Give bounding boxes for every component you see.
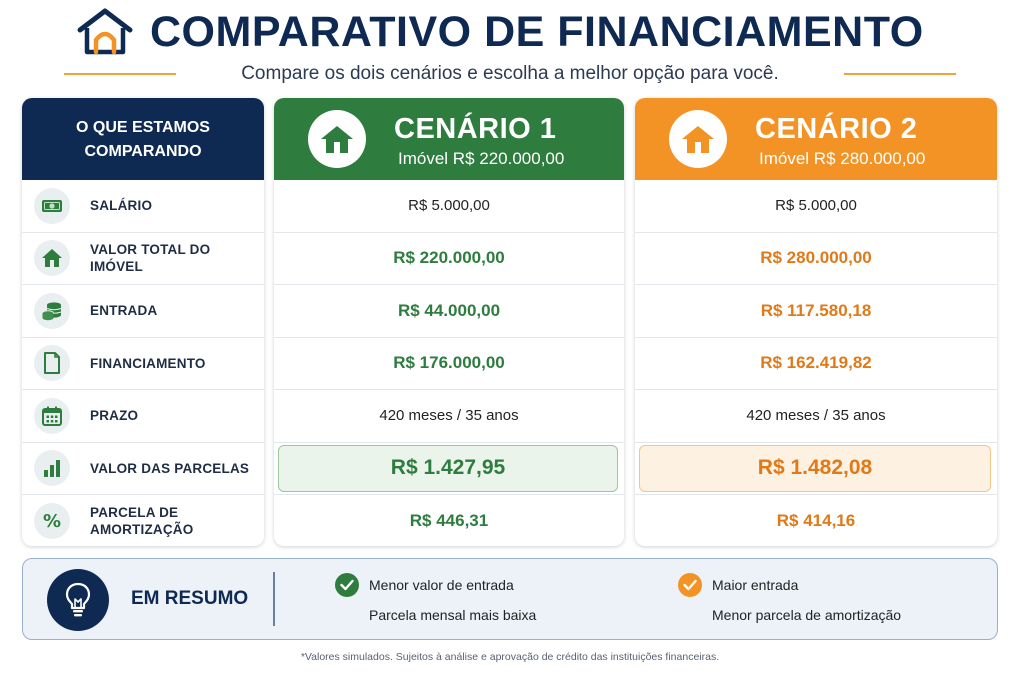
percent-icon: % [34, 503, 70, 540]
value-cell: R$ 446,31 [409, 511, 489, 531]
scenario2-row-financiamento: R$ 162.419,82 [635, 338, 997, 390]
highlighted-installment: R$ 1.427,95 [278, 444, 618, 492]
subtitle-row: Compare os dois cenários e escolha a mel… [64, 62, 956, 86]
label-row-amortizacao: % PARCELA DE AMORTIZAÇÃO [22, 495, 264, 546]
coins-stack-icon [34, 292, 70, 329]
label-row-valor-imovel: VALOR TOTAL DO IMÓVEL [22, 233, 264, 285]
house-arch-icon [76, 8, 134, 56]
summary-box: EM RESUMO Menor valor de entrada Parcela… [22, 558, 998, 640]
value-cell: 420 meses / 35 anos [746, 407, 886, 425]
scenario2-row-entrada: R$ 117.580,18 [635, 285, 997, 338]
comparison-heading-line2: COMPARANDO [84, 143, 202, 160]
comparison-labels-panel: O QUE ESTAMOS COMPARANDO SALÁRIO VALOR T… [22, 98, 264, 546]
scenario2-subtitle: Imóvel R$ 280.000,00 [759, 149, 926, 168]
value-cell: R$ 44.000,00 [397, 300, 501, 320]
page-title: COMPARATIVO DE FINANCIAMENTO [150, 8, 924, 56]
scenario1-row-prazo: 420 meses / 35 anos [274, 390, 624, 443]
document-icon [34, 345, 70, 382]
scenario2-row-prazo: 420 meses / 35 anos [635, 390, 997, 443]
scenario1-row-valor-imovel: R$ 220.000,00 [274, 233, 624, 285]
scenario1-subtitle: Imóvel R$ 220.000,00 [398, 149, 565, 168]
row-label: ENTRADA [90, 303, 158, 319]
summary-point: Parcela mensal mais baixa [369, 607, 537, 623]
value-cell: R$ 162.419,82 [760, 353, 872, 373]
row-label-line2: AMORTIZAÇÃO [90, 522, 194, 538]
footnote: *Valores simulados. Sujeitos à análise e… [300, 651, 720, 663]
label-row-salario: SALÁRIO [22, 180, 264, 233]
row-label-line1: PARCELA DE [90, 505, 179, 521]
scenario1-row-entrada: R$ 44.000,00 [274, 285, 624, 338]
value-cell: R$ 414,16 [776, 511, 856, 531]
value-cell: R$ 5.000,00 [775, 197, 857, 215]
scenario2-row-salario: R$ 5.000,00 [635, 180, 997, 233]
money-bill-icon [34, 187, 70, 224]
row-label: SALÁRIO [90, 198, 153, 214]
summary-divider [273, 572, 275, 626]
check-icon [335, 573, 359, 597]
scenario1-row-financiamento: R$ 176.000,00 [274, 338, 624, 390]
scenario1-row-parcelas: R$ 1.427,95 [274, 443, 624, 495]
scenario2-title: CENÁRIO 2 [755, 113, 918, 145]
scenario1-header: CENÁRIO 1 Imóvel R$ 220.000,00 [274, 98, 624, 180]
value-cell: R$ 176.000,00 [393, 353, 505, 373]
bar-chart-icon [34, 450, 70, 487]
value-cell: R$ 220.000,00 [393, 248, 505, 268]
row-label: PRAZO [90, 408, 139, 424]
scenario2-row-amortizacao: R$ 414,16 [635, 495, 997, 546]
check-icon [678, 573, 702, 597]
scenario1-row-amortizacao: R$ 446,31 [274, 495, 624, 546]
house-icon [308, 110, 366, 168]
highlighted-installment: R$ 1.482,08 [639, 444, 991, 492]
scenario1-title: CENÁRIO 1 [394, 113, 557, 145]
label-row-parcelas: VALOR DAS PARCELAS [22, 443, 264, 495]
calendar-icon [34, 397, 70, 434]
scenario1-row-salario: R$ 5.000,00 [274, 180, 624, 233]
label-row-prazo: PRAZO [22, 390, 264, 443]
row-label: VALOR DAS PARCELAS [90, 460, 250, 476]
comparison-heading-line1: O QUE ESTAMOS [76, 119, 210, 136]
subtitle-divider-right [844, 73, 956, 75]
lightbulb-icon [47, 569, 109, 631]
value-cell: R$ 280.000,00 [760, 248, 872, 268]
house-icon [34, 240, 70, 277]
label-row-financiamento: FINANCIAMENTO [22, 338, 264, 390]
scenario2-header: CENÁRIO 2 Imóvel R$ 280.000,00 [635, 98, 997, 180]
label-row-entrada: ENTRADA [22, 285, 264, 338]
row-label: VALOR TOTAL DO IMÓVEL [90, 242, 211, 275]
row-label: FINANCIAMENTO [90, 355, 206, 371]
comparison-header: O QUE ESTAMOS COMPARANDO [22, 98, 264, 180]
summary-point: Menor parcela de amortização [712, 607, 902, 623]
summary-point: Menor valor de entrada [369, 577, 514, 593]
scenario2-row-valor-imovel: R$ 280.000,00 [635, 233, 997, 285]
summary-point: Maior entrada [712, 577, 799, 593]
row-label: PARCELA DE AMORTIZAÇÃO [90, 504, 193, 538]
house-icon [669, 110, 727, 168]
summary-title: EM RESUMO [131, 588, 249, 609]
value-cell: R$ 117.580,18 [760, 300, 872, 320]
scenario1-panel: CENÁRIO 1 Imóvel R$ 220.000,00 R$ 5.000,… [274, 98, 624, 546]
value-cell: 420 meses / 35 anos [379, 407, 519, 425]
scenario2-row-parcelas: R$ 1.482,08 [635, 443, 997, 495]
value-cell: R$ 5.000,00 [408, 197, 490, 215]
page-subtitle: Compare os dois cenários e escolha a mel… [241, 63, 779, 84]
scenario2-panel: CENÁRIO 2 Imóvel R$ 280.000,00 R$ 5.000,… [635, 98, 997, 546]
subtitle-divider-left [64, 73, 176, 75]
